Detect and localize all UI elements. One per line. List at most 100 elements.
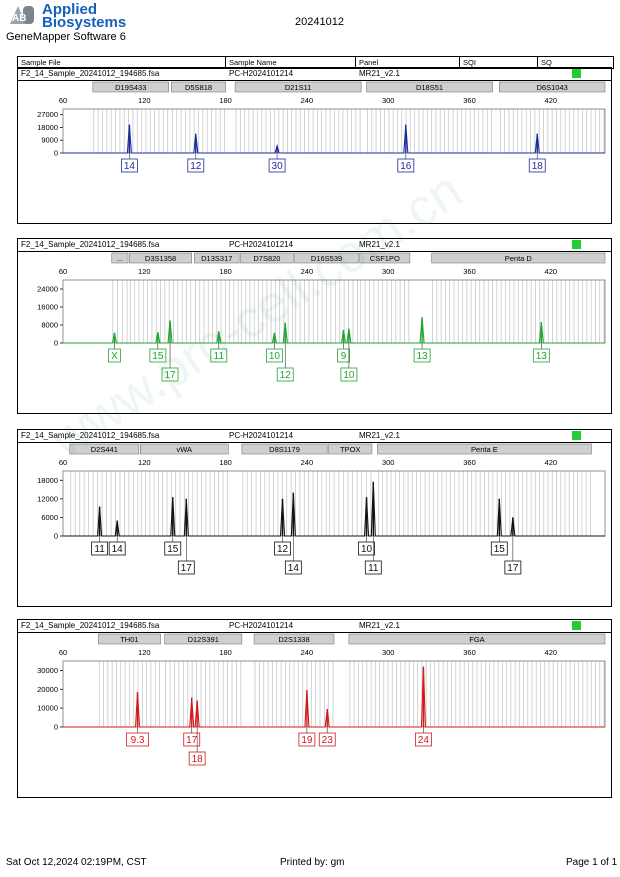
allele-box: [397, 158, 415, 173]
app-name: GeneMapper Software 6: [6, 31, 126, 43]
allele-box: [187, 158, 205, 173]
locus-box: [139, 443, 229, 455]
allele-box: [340, 367, 358, 382]
allele-box: [413, 348, 431, 363]
panel-name: MR21_v2.1: [359, 621, 400, 630]
plot-frame: [62, 279, 606, 344]
x-tick-label: 420: [545, 267, 558, 276]
locus-label: D6S1043: [537, 83, 568, 92]
locus-box: [97, 633, 161, 645]
allele-box: [504, 560, 522, 575]
x-tick-label: 240: [301, 267, 314, 276]
allele-call-label: 18: [532, 161, 544, 172]
locus-box: [240, 252, 294, 264]
locus-box: [348, 633, 606, 645]
locus-label: TH01: [120, 635, 138, 644]
x-tick-label: 60: [59, 458, 67, 467]
allele-box: [490, 541, 508, 556]
footer-printed-by: Printed by: gm: [280, 857, 345, 868]
allele-box: [161, 367, 179, 382]
electropherogram-black: D2S441 vWA D8S1179 TPOX Penta E60 120 180 240 30…: [37, 443, 606, 575]
trace-line: [63, 666, 605, 728]
locus-box: [234, 81, 362, 93]
locus-box: [164, 633, 243, 645]
x-tick-label: 240: [301, 458, 314, 467]
locus-box: [241, 443, 328, 455]
sample-name: PC-H2024101214: [229, 240, 294, 249]
allele-call-label: 23: [322, 735, 334, 746]
locus-box: [377, 443, 592, 455]
locus-label: FGA: [469, 635, 484, 644]
x-tick-label: 360: [463, 267, 476, 276]
locus-box: [111, 252, 129, 264]
allele-call-label: 13: [417, 351, 429, 362]
locus-label: ...: [117, 254, 123, 263]
electropherogram-green: ... D3S1358 D13S317 D7S820 D16S539 CSF1PO Pent…: [37, 252, 606, 382]
locus-label: D18S51: [416, 83, 443, 92]
x-tick-label: 120: [138, 96, 151, 105]
allele-call-label: 9.3: [131, 735, 145, 746]
x-tick-label: 180: [219, 96, 232, 105]
allele-call-label: 11: [368, 563, 379, 574]
brand-line-2: Biosystems: [42, 14, 127, 31]
allele-call-label: 15: [494, 544, 506, 555]
column-header-row: Sample File Sample Name Panel SQI SQ: [17, 56, 614, 69]
x-tick-label: 420: [545, 648, 558, 657]
x-tick-label: 120: [138, 458, 151, 467]
allele-box: [318, 732, 336, 747]
allele-box: [149, 348, 167, 363]
locus-label: D12S391: [188, 635, 219, 644]
x-tick-label: 300: [382, 648, 395, 657]
col-panel: Panel: [356, 57, 460, 68]
allele-call-label: 16: [400, 161, 412, 172]
allele-box: [276, 367, 294, 382]
allele-call-label: 17: [507, 563, 519, 574]
locus-label: D5S818: [185, 83, 212, 92]
allele-box: [108, 541, 126, 556]
allele-call-label: 12: [277, 544, 289, 555]
allele-call-label: 11: [94, 544, 105, 555]
allele-box: [265, 348, 283, 363]
allele-box: [120, 158, 138, 173]
x-tick-label: 360: [463, 96, 476, 105]
y-tick-label: 10000: [37, 704, 58, 713]
locus-box: [92, 81, 169, 93]
applied-biosystems-logo-mark: AB: [8, 4, 38, 26]
panel-info-row: F2_14_Sample_20241012_194685.fsa PC-H202…: [18, 620, 611, 633]
allele-box: [532, 348, 550, 363]
sq-status-icon: [572, 240, 581, 249]
allele-box: [364, 560, 382, 575]
sample-name: PC-H2024101214: [229, 431, 294, 440]
x-tick-label: 180: [219, 267, 232, 276]
panel-name: MR21_v2.1: [359, 69, 400, 78]
y-tick-label: 0: [54, 532, 58, 541]
allele-box: [268, 158, 286, 173]
allele-call-label: 17: [186, 735, 198, 746]
brand-line-1: Applied: [42, 1, 97, 18]
green-dye-panel: F2_14_Sample_20241012_194685.fsa PC-H202…: [17, 238, 612, 414]
x-tick-label: 240: [301, 96, 314, 105]
sq-status-icon: [572, 431, 581, 440]
sq-status-icon: [572, 69, 581, 78]
x-tick-label: 240: [301, 648, 314, 657]
black-dye-panel: F2_14_Sample_20241012_194685.fsa PC-H202…: [17, 429, 612, 607]
allele-box: [210, 348, 228, 363]
locus-label: Penta E: [471, 445, 498, 454]
locus-label: D19S433: [115, 83, 146, 92]
sample-file: F2_14_Sample_20241012_194685.fsa: [21, 240, 160, 249]
allele-call-label: 10: [269, 351, 281, 362]
col-sq: SQ: [541, 58, 552, 67]
locus-label: Penta D: [505, 254, 533, 263]
x-tick-label: 60: [59, 96, 67, 105]
allele-call-label: 14: [288, 563, 300, 574]
allele-call-label: 13: [536, 351, 548, 362]
y-tick-label: 0: [54, 149, 58, 158]
y-tick-label: 20000: [37, 685, 58, 694]
col-sample-name: Sample Name: [226, 57, 356, 68]
locus-box: [328, 443, 373, 455]
allele-box: [126, 732, 149, 747]
x-tick-label: 120: [138, 267, 151, 276]
red-dye-panel: F2_14_Sample_20241012_194685.fsa PC-H202…: [17, 619, 612, 798]
allele-call-label: 12: [280, 370, 292, 381]
